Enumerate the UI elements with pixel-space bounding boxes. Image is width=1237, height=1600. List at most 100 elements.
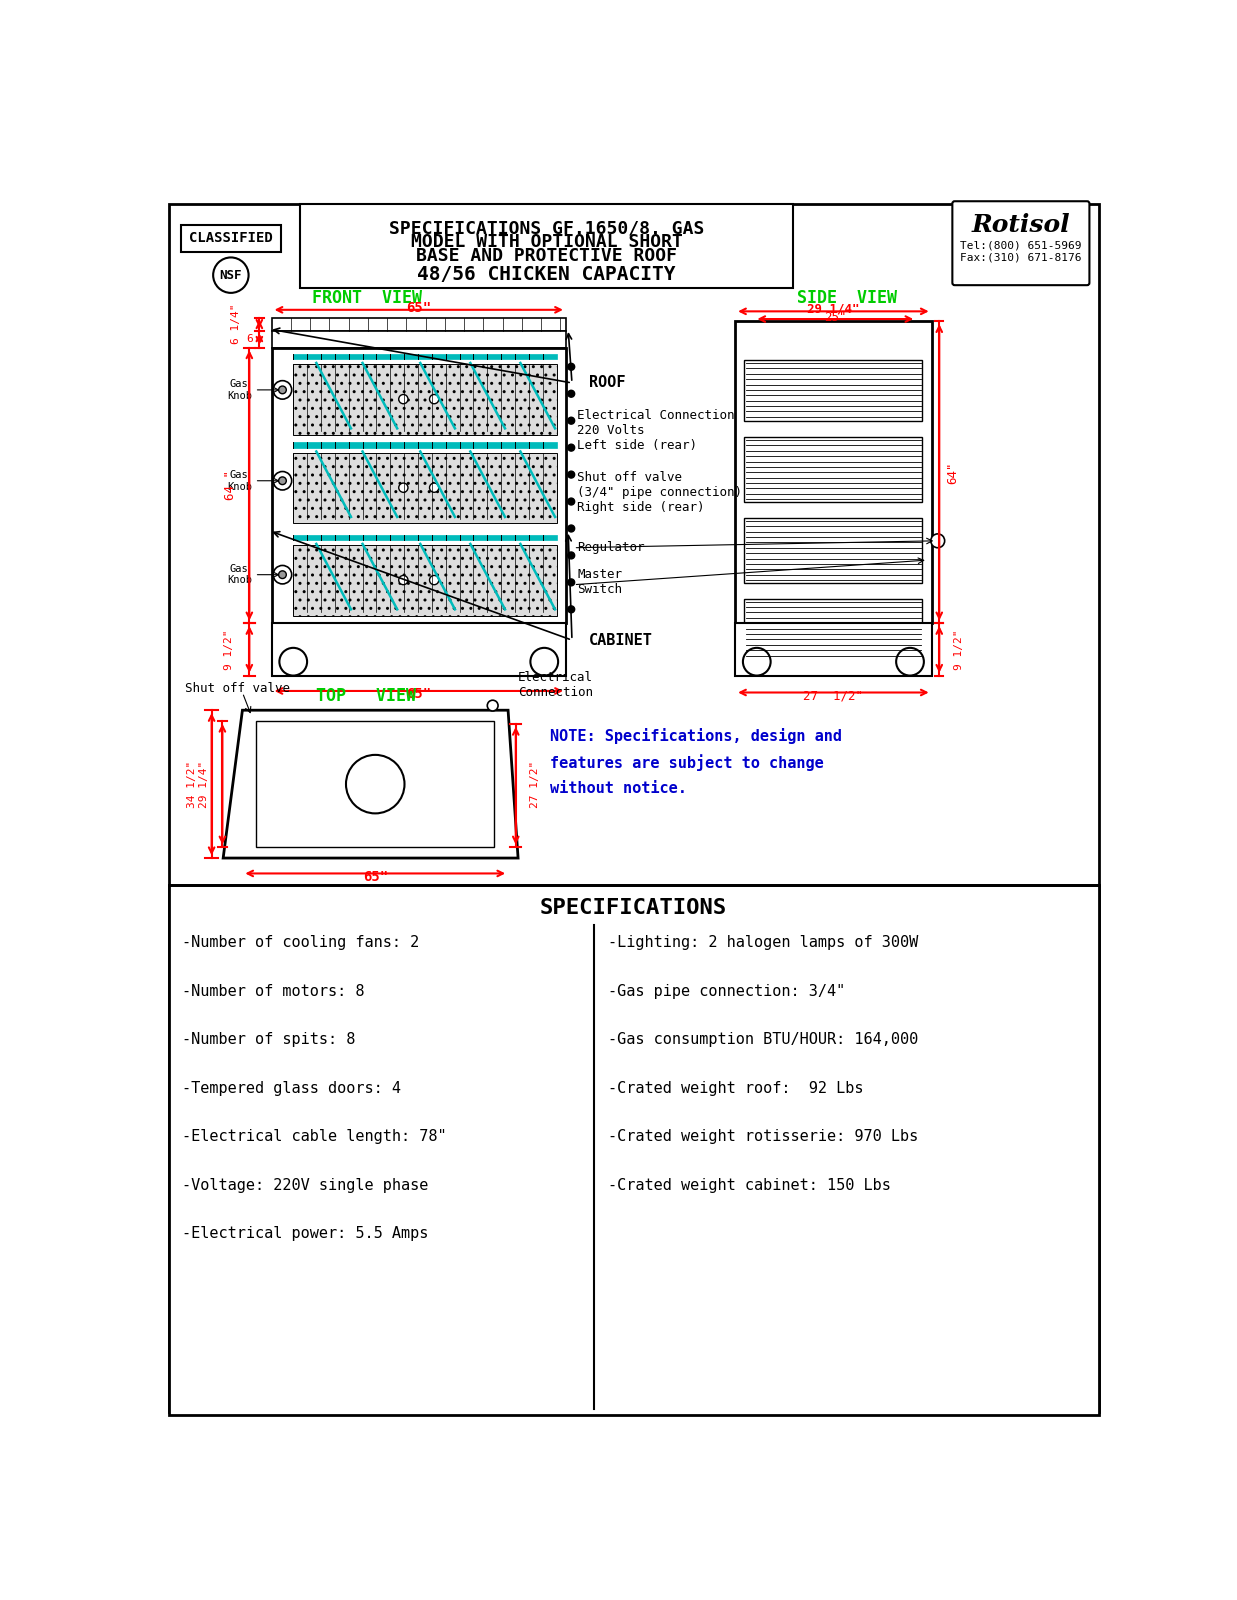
Circle shape [398, 576, 408, 584]
Bar [272, 347, 565, 622]
Text: -Voltage: 220V single phase: -Voltage: 220V single phase [182, 1178, 429, 1194]
Bar [181, 226, 281, 253]
Circle shape [429, 395, 439, 403]
Bar [745, 598, 923, 661]
Bar [735, 322, 931, 622]
Text: 65": 65" [362, 869, 388, 883]
Text: SPECIFICATIONS GF.1650/8. GAS: SPECIFICATIONS GF.1650/8. GAS [388, 219, 704, 237]
Text: 27 1/2": 27 1/2" [529, 760, 541, 808]
Bar [272, 331, 565, 347]
Text: Tel:(800) 651-5969: Tel:(800) 651-5969 [960, 242, 1081, 251]
Bar [755, 323, 917, 336]
Circle shape [568, 445, 575, 451]
Circle shape [213, 258, 249, 293]
Text: Regulator: Regulator [578, 541, 644, 554]
Text: -Lighting: 2 halogen lamps of 300W: -Lighting: 2 halogen lamps of 300W [609, 936, 918, 950]
Bar [745, 518, 923, 582]
Circle shape [531, 648, 558, 675]
Text: -Number of spits: 8: -Number of spits: 8 [182, 1032, 356, 1048]
Bar [735, 622, 931, 675]
Text: Fax:(310) 671-8176: Fax:(310) 671-8176 [960, 253, 1081, 262]
Text: 9 1/2": 9 1/2" [224, 629, 234, 670]
Text: NSF: NSF [220, 269, 242, 282]
Polygon shape [223, 710, 518, 858]
Circle shape [568, 579, 575, 586]
Text: MODEL WITH OPTIONAL SHORT: MODEL WITH OPTIONAL SHORT [411, 234, 683, 251]
Bar [272, 622, 565, 675]
Text: -Gas pipe connection: 3/4": -Gas pipe connection: 3/4" [609, 984, 845, 998]
Bar [745, 360, 923, 421]
Text: 29 1/4": 29 1/4" [199, 760, 209, 808]
Circle shape [568, 525, 575, 531]
Text: -Crated weight roof:  92 Lbs: -Crated weight roof: 92 Lbs [609, 1080, 863, 1096]
Text: -Number of cooling fans: 2: -Number of cooling fans: 2 [182, 936, 419, 950]
Text: Shut off valve: Shut off valve [184, 682, 289, 694]
Text: TOP   VIEW: TOP VIEW [315, 688, 416, 706]
Text: FRONT  VIEW: FRONT VIEW [312, 290, 422, 307]
Text: BASE AND PROTECTIVE ROOF: BASE AND PROTECTIVE ROOF [416, 246, 677, 266]
Text: Electrical Connection
220 Volts
Left side (rear): Electrical Connection 220 Volts Left sid… [578, 410, 735, 453]
Bar [272, 317, 565, 331]
Circle shape [273, 381, 292, 398]
Circle shape [568, 498, 575, 506]
Circle shape [568, 390, 575, 397]
Text: SPECIFICATIONS: SPECIFICATIONS [541, 898, 727, 918]
Bar [293, 365, 557, 435]
Text: NOTE: Specifications, design and
features are subject to change
without notice.: NOTE: Specifications, design and feature… [550, 728, 842, 797]
Text: Shut off valve
(3/4" pipe connection)
Right side (rear): Shut off valve (3/4" pipe connection) Ri… [578, 470, 742, 514]
Text: 64": 64" [946, 461, 959, 483]
Bar [301, 203, 793, 288]
Bar [293, 354, 557, 358]
Circle shape [568, 552, 575, 558]
Bar [169, 885, 1098, 1414]
Text: 34 1/2": 34 1/2" [187, 760, 197, 808]
Text: -Electrical cable length: 78": -Electrical cable length: 78" [182, 1130, 447, 1144]
Text: 6: 6 [246, 334, 254, 344]
Circle shape [896, 648, 924, 675]
Text: 64 ": 64 " [224, 470, 238, 501]
Bar [293, 534, 557, 541]
Circle shape [346, 755, 404, 813]
Text: 48/56 CHICKEN CAPACITY: 48/56 CHICKEN CAPACITY [417, 266, 675, 283]
Text: -Crated weight cabinet: 150 Lbs: -Crated weight cabinet: 150 Lbs [609, 1178, 891, 1194]
Text: CABINET: CABINET [589, 632, 653, 648]
Circle shape [930, 534, 945, 547]
Bar [293, 546, 557, 616]
Text: -Electrical power: 5.5 Amps: -Electrical power: 5.5 Amps [182, 1226, 429, 1242]
Text: -Crated weight rotisserie: 970 Lbs: -Crated weight rotisserie: 970 Lbs [609, 1130, 918, 1144]
Bar [755, 338, 917, 349]
Text: Gas
Knob: Gas Knob [226, 563, 278, 586]
Text: 29 1/4": 29 1/4" [807, 302, 860, 315]
Circle shape [280, 648, 307, 675]
Text: SIDE  VIEW: SIDE VIEW [797, 290, 897, 307]
Circle shape [278, 571, 286, 579]
Circle shape [398, 483, 408, 493]
Circle shape [273, 472, 292, 490]
Text: 27  1/2": 27 1/2" [803, 690, 863, 702]
Text: 65": 65" [406, 301, 432, 315]
Text: -Number of motors: 8: -Number of motors: 8 [182, 984, 365, 998]
Circle shape [398, 395, 408, 403]
FancyBboxPatch shape [952, 202, 1090, 285]
Bar [745, 437, 923, 502]
Text: 25": 25" [824, 310, 846, 325]
Text: 9 1/2": 9 1/2" [954, 629, 964, 670]
Text: ROOF: ROOF [589, 376, 626, 390]
Text: -Tempered glass doors: 4: -Tempered glass doors: 4 [182, 1080, 401, 1096]
Circle shape [278, 386, 286, 394]
Bar [256, 722, 495, 848]
Text: CLASSIFIED: CLASSIFIED [189, 230, 272, 245]
Text: Gas
Knob: Gas Knob [226, 379, 278, 400]
Text: Electrical
Connection: Electrical Connection [518, 670, 593, 699]
Circle shape [273, 565, 292, 584]
Text: Rotisol: Rotisol [971, 213, 1070, 237]
Circle shape [743, 648, 771, 675]
Text: -Gas consumption BTU/HOUR: 164,000: -Gas consumption BTU/HOUR: 164,000 [609, 1032, 918, 1048]
Circle shape [568, 418, 575, 424]
Circle shape [487, 701, 499, 710]
Circle shape [278, 477, 286, 485]
Bar [293, 442, 557, 448]
Circle shape [568, 363, 575, 370]
Text: 65": 65" [406, 686, 432, 701]
Text: 6 1/4": 6 1/4" [231, 304, 241, 344]
